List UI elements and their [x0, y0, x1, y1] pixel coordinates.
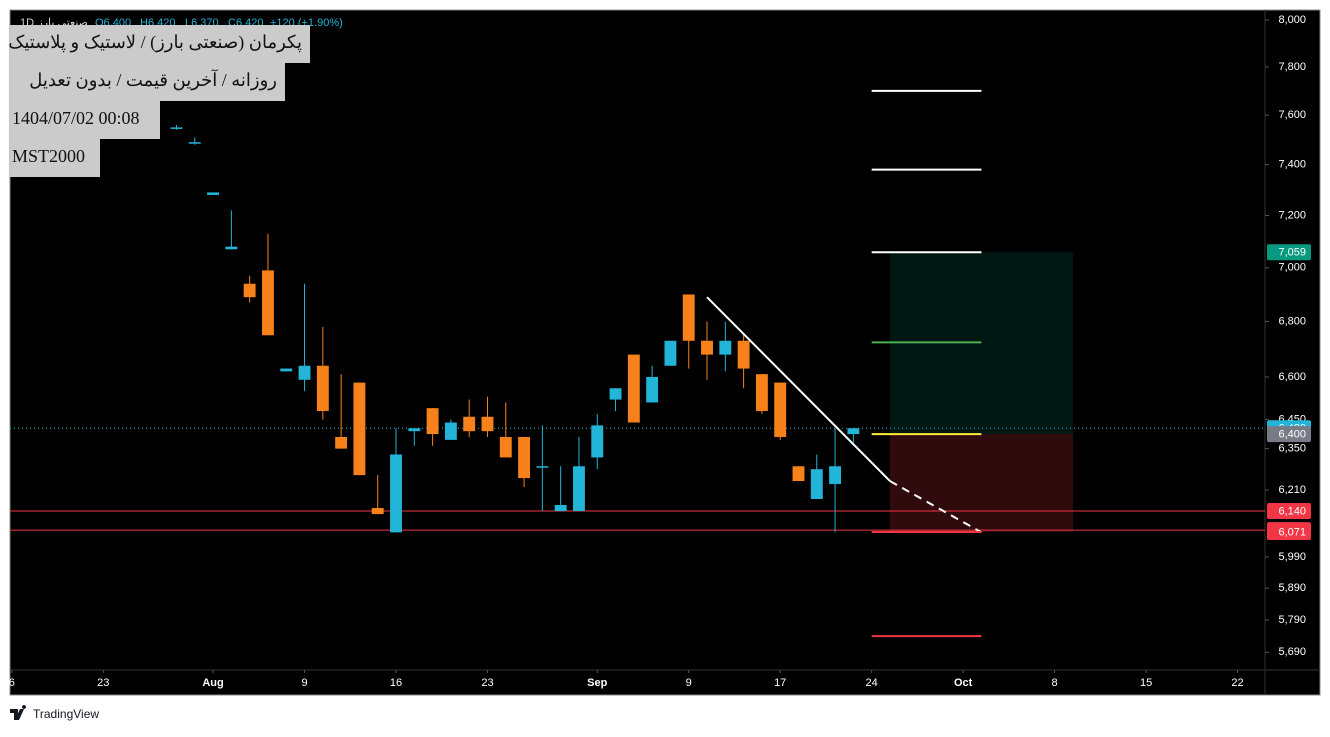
x-tick-label: 16	[390, 677, 402, 689]
x-tick-label: 17	[774, 677, 786, 689]
y-tick-label: 5,990	[1278, 551, 1306, 563]
candle-body	[664, 340, 677, 366]
candle-body	[646, 376, 659, 403]
logo: TradingView	[10, 705, 99, 721]
plot-area	[10, 89, 1265, 638]
price-badge-label: 6,400	[1278, 428, 1306, 440]
trendline	[706, 296, 891, 482]
candle-body	[737, 340, 750, 369]
candle-body	[371, 508, 384, 515]
candle-body	[829, 466, 842, 485]
y-tick-label: 6,800	[1278, 315, 1306, 327]
price-badge	[1267, 503, 1311, 520]
candle-body	[774, 382, 787, 437]
x-tick-label: 15	[1140, 677, 1152, 689]
candle-body	[810, 469, 823, 499]
candle-body	[262, 270, 274, 336]
info-text: پکرمان (صنعتی بارز) / لاستیک و پلاستیک	[8, 32, 302, 53]
candle-body	[591, 425, 604, 458]
y-tick-label: 6,600	[1278, 371, 1306, 383]
stop-zone	[889, 434, 1073, 533]
price-badge-label: 7,059	[1278, 247, 1306, 259]
x-tick-label: 22	[1231, 677, 1243, 689]
candle-body	[755, 374, 768, 412]
y-tick-label: 7,600	[1278, 109, 1306, 121]
candle-body	[408, 428, 421, 432]
candle-body	[316, 365, 329, 412]
brand: TradingView	[33, 707, 99, 721]
candle-body	[847, 428, 860, 435]
x-tick-label: 9	[301, 677, 307, 689]
candle-body	[426, 408, 439, 435]
x-tick-label: 8	[1052, 677, 1058, 689]
price-badge-label: 6,071	[1278, 526, 1306, 538]
y-tick-label: 5,890	[1278, 582, 1306, 594]
candle-body	[444, 422, 457, 440]
x-tick-label: Aug	[202, 677, 223, 689]
price-badge	[1267, 244, 1311, 261]
y-tick-label: 6,350	[1278, 443, 1306, 455]
candle-body	[207, 192, 220, 195]
candle-body	[335, 436, 348, 449]
y-tick-label: 7,800	[1278, 61, 1306, 73]
candle-body	[719, 340, 732, 355]
candle-body	[188, 142, 201, 144]
y-tick-label: 6,210	[1278, 484, 1306, 496]
x-tick-label: 6	[9, 677, 15, 689]
x-tick-label: 23	[481, 677, 493, 689]
x-tick-label: 24	[866, 677, 878, 689]
x-tick-label: Oct	[954, 677, 973, 689]
candle-body	[481, 416, 494, 432]
price-badge	[1267, 426, 1311, 443]
candle-body	[627, 354, 640, 423]
candle-body	[573, 466, 585, 512]
info-text: MST2000	[12, 146, 85, 166]
info-box	[10, 25, 310, 63]
candle-body	[609, 388, 622, 400]
info-box	[10, 139, 100, 177]
logo-mark	[10, 705, 27, 720]
axes: 8,000 7,800 7,600 7,400 7,200 7,000 6,800 6,600…	[9, 14, 1311, 689]
price-badge	[1267, 524, 1311, 541]
y-tick-label: 7,000	[1278, 262, 1306, 274]
y-tick-label: 5,690	[1278, 646, 1306, 658]
candle-body	[280, 368, 293, 372]
y-tick-label: 5,790	[1278, 614, 1306, 626]
candle-body	[170, 127, 183, 129]
x-tick-label: Sep	[587, 677, 607, 689]
info-box	[10, 101, 160, 139]
candle-body	[554, 505, 567, 512]
info-text: روزانه / آخرین قیمت / بدون تعدیل	[29, 69, 277, 91]
trendline	[889, 480, 982, 534]
x-tick-label: 9	[686, 677, 692, 689]
y-tick-label: 7,200	[1278, 209, 1306, 221]
candle-body	[701, 340, 713, 355]
x-tick-label: 23	[97, 677, 109, 689]
candle-body	[298, 365, 311, 380]
candle-body	[243, 283, 256, 298]
candle-body	[499, 436, 512, 458]
info-text: 1404/07/02 00:08	[12, 108, 140, 128]
candle-body	[536, 466, 549, 468]
y-tick-label: 7,400	[1278, 159, 1306, 171]
candle-body	[682, 294, 695, 341]
price-badge-label: 6,140	[1278, 505, 1306, 517]
y-tick-label: 8,000	[1278, 14, 1306, 26]
candle-body	[225, 246, 238, 250]
candle-body	[353, 382, 366, 476]
candle-body	[463, 416, 476, 432]
info-box	[10, 63, 285, 101]
candle-body	[518, 436, 531, 479]
candle-body	[390, 454, 402, 533]
candle-body	[792, 466, 805, 482]
